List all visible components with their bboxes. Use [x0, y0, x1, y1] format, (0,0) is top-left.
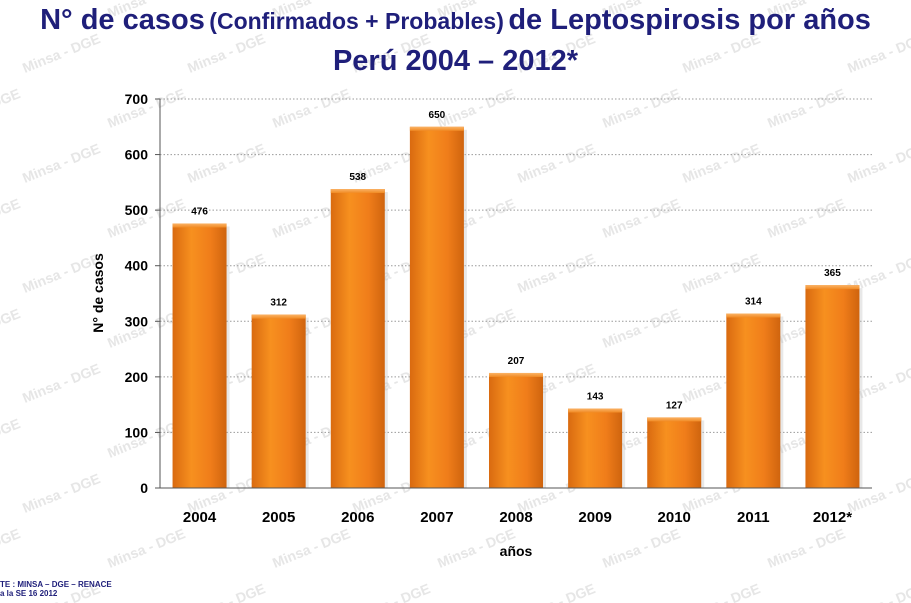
data-label: 476	[191, 206, 208, 217]
y-tick-label: 400	[125, 258, 149, 274]
data-label: 538	[349, 172, 366, 183]
bar-cap	[409, 126, 464, 131]
bar-cap	[172, 223, 227, 228]
x-tick-label: 2008	[499, 509, 532, 526]
bar-cap	[251, 314, 306, 319]
bar-2012*: 365	[805, 268, 863, 488]
x-tick-label: 2009	[578, 509, 611, 526]
footer-line-2: a la SE 16 2012	[0, 589, 58, 598]
chart-title: N° de casos (Confirmados + Probables) de…	[0, 2, 911, 79]
bar	[726, 313, 781, 488]
x-tick-label: 2004	[183, 509, 217, 526]
bar-2010: 127	[647, 400, 705, 488]
x-tick-label: 2006	[341, 509, 374, 526]
bars: 476 312 538 650 207 143 127 314 365	[172, 110, 863, 489]
bar	[805, 285, 860, 488]
title-part-2: (Confirmados + Probables)	[209, 8, 504, 34]
bar	[172, 223, 227, 489]
bar-2005: 312	[251, 298, 309, 488]
bar-2009: 143	[568, 392, 626, 488]
axes: 0 100 200 300 400 500 600 700 2004 2005 2006 2007 20…	[90, 91, 872, 559]
y-tick-label: 200	[125, 369, 149, 385]
bar-cap	[726, 313, 781, 318]
data-label: 127	[666, 400, 683, 411]
bar-2011: 314	[726, 297, 784, 488]
bar-2004: 476	[172, 206, 230, 489]
x-tick-label: 2012*	[813, 509, 852, 526]
bar	[647, 417, 702, 488]
bar-cap	[805, 285, 860, 290]
x-tick-label: 2010	[658, 509, 691, 526]
source-footer: TE : MINSA – DGE – RENACE a la SE 16 201…	[0, 580, 112, 598]
y-axis-title: N° de casos	[90, 253, 106, 333]
y-tick-label: 0	[140, 480, 148, 496]
x-tick-label: 2007	[420, 509, 453, 526]
data-label: 312	[270, 298, 287, 309]
y-tick-label: 600	[125, 147, 149, 163]
footer-line-1: TE : MINSA – DGE – RENACE	[0, 580, 112, 589]
y-tick-label: 500	[125, 202, 149, 218]
bar	[330, 189, 385, 489]
y-tick-label: 300	[125, 313, 149, 329]
bar-2007: 650	[409, 110, 467, 489]
bar-cap	[568, 408, 623, 413]
title-line-2: Perú 2004 – 2012*	[332, 45, 579, 77]
bar-2006: 538	[330, 172, 388, 489]
data-label: 314	[745, 297, 762, 308]
title-part-3: de Leptospirosis por años	[508, 4, 871, 36]
bar-2008: 207	[489, 356, 546, 488]
bar-cap	[647, 417, 702, 422]
data-label: 365	[824, 268, 841, 279]
title-part-1: N° de casos	[40, 4, 205, 36]
data-label: 143	[587, 392, 604, 403]
y-tick-label: 100	[125, 424, 149, 440]
x-tick-label: 2011	[737, 509, 770, 526]
x-tick-label: 2005	[262, 509, 295, 526]
bar-cap	[489, 372, 543, 377]
bar	[568, 408, 623, 488]
bar	[409, 126, 464, 489]
x-axis-title: años	[500, 543, 533, 559]
bar-cap	[330, 189, 385, 194]
y-tick-label: 700	[125, 91, 149, 107]
bar	[251, 314, 306, 488]
bar	[489, 372, 543, 488]
data-label: 207	[508, 356, 525, 367]
data-label: 650	[429, 110, 446, 121]
